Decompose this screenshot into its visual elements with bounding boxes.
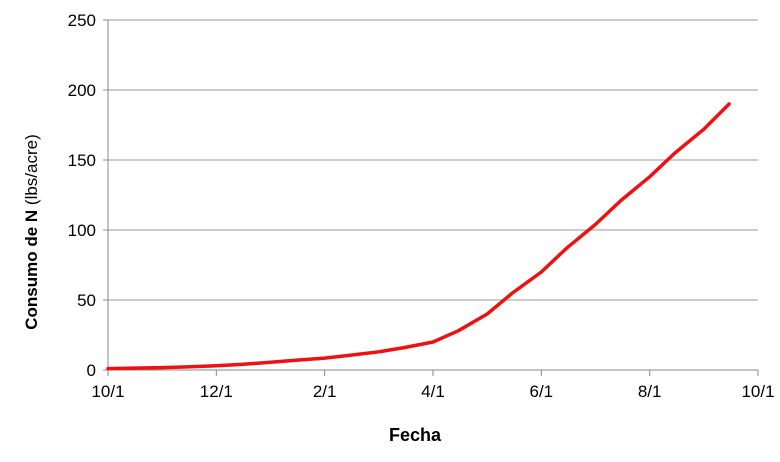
gridlines xyxy=(108,19,758,301)
x-tick-label: 2/1 xyxy=(313,382,337,401)
x-axis-label: Fecha xyxy=(389,425,442,445)
y-tick-labels: 0 50 100 150 200 250 xyxy=(68,11,96,380)
x-tick-label: 6/1 xyxy=(530,382,554,401)
x-tick-label: 12/1 xyxy=(200,382,233,401)
y-tick-label: 150 xyxy=(68,151,96,170)
axes xyxy=(103,19,759,376)
series-layer xyxy=(106,102,731,371)
y-tick-label: 100 xyxy=(68,221,96,240)
x-tick-label: 10/1 xyxy=(91,382,124,401)
y-tick-label: 200 xyxy=(68,81,96,100)
y-axis-label-unit: (lbs/acre) xyxy=(22,134,41,210)
y-axis-label-main: Consumo de N xyxy=(22,210,41,330)
x-tick-label: 4/1 xyxy=(421,382,445,401)
y-axis-label: Consumo de N (lbs/acre) xyxy=(22,134,41,330)
y-tick-label: 250 xyxy=(68,11,96,30)
x-tick-label: 10/1 xyxy=(741,382,774,401)
series-line xyxy=(106,102,731,371)
y-tick-label: 0 xyxy=(87,361,96,380)
x-tick-label: 8/1 xyxy=(638,382,662,401)
x-tick-labels: 10/1 12/1 2/1 4/1 6/1 8/1 10/1 xyxy=(91,382,774,401)
y-tick-label: 50 xyxy=(77,291,96,310)
